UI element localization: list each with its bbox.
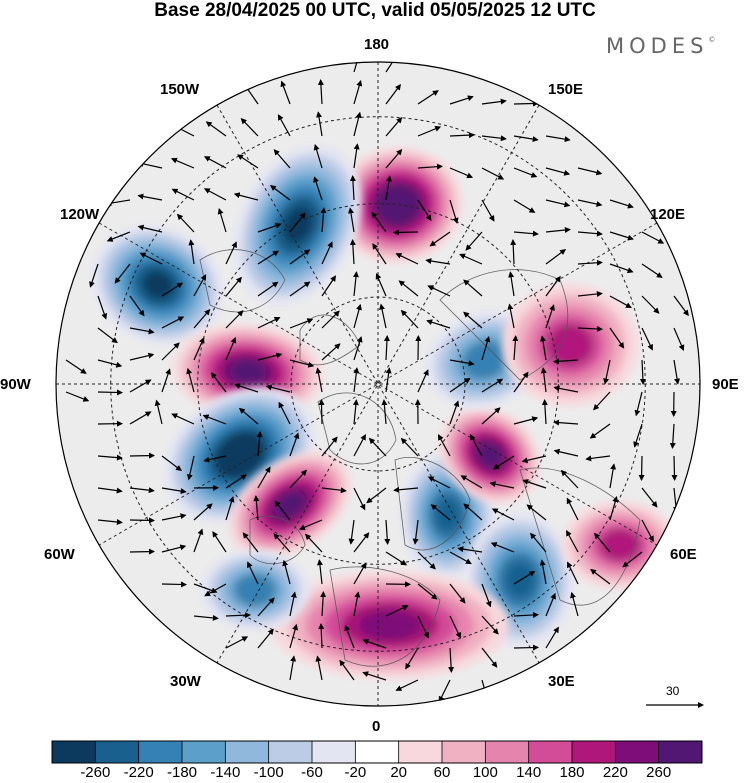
anomaly-center-high: [562, 500, 678, 590]
colorbar-label: 100: [472, 764, 498, 781]
colorbar-swatch: [355, 741, 400, 763]
colorbar-swatch: [528, 741, 573, 763]
colorbar-label: 140: [516, 764, 542, 781]
colorbar-label: -220: [123, 764, 154, 781]
lon-label-60e: 60E: [670, 546, 697, 563]
colorbar-label: 180: [559, 764, 585, 781]
colorbar-swatch: [485, 741, 530, 763]
lon-label-90w: 90W: [0, 376, 31, 393]
reference-vector-label: 30: [666, 684, 680, 698]
map-title: Base 28/04/2025 00 UTC, valid 05/05/2025…: [154, 0, 596, 21]
map-disk: [56, 62, 700, 706]
lon-label-90e: 90E: [712, 376, 739, 393]
lon-label-120e: 120E: [650, 206, 686, 223]
colorbar-label: -140: [210, 764, 241, 781]
colorbar-label: 260: [646, 764, 672, 781]
colorbar-frame: [51, 740, 703, 764]
brand-logo: MODES©: [606, 34, 716, 58]
colorbar-swatch: [615, 741, 660, 763]
lon-label-150w: 150W: [160, 81, 200, 98]
lon-label-30e: 30E: [548, 673, 575, 690]
colorbar-label: -260: [80, 764, 111, 781]
colorbar-swatch: [225, 741, 270, 763]
colorbar-swatch: [658, 741, 703, 763]
lon-label-180: 180: [364, 36, 390, 53]
lon-label-120w: 120W: [60, 206, 100, 223]
anomaly-center-high: [333, 146, 463, 264]
colorbar-swatch: [398, 741, 443, 763]
colorbar-swatch: [95, 741, 140, 763]
anomaly-center-high: [502, 283, 638, 407]
colorbar-label: 60: [433, 764, 451, 781]
colorbar-swatch: [312, 741, 356, 763]
colorbar-swatch: [442, 741, 486, 763]
lon-label-0: 0: [372, 718, 381, 735]
colorbar-label: 20: [390, 764, 407, 781]
colorbar-swatch: [572, 741, 616, 763]
colorbar-swatch: [138, 741, 183, 763]
colorbar-label: -100: [253, 764, 284, 781]
colorbar-labels: -260 -220 -180 -140 -100 -60 -20 20 60 100 140 180 2…: [0, 764, 750, 782]
anomaly-center-high: [228, 451, 352, 559]
colorbar: [51, 740, 703, 764]
colorbar-swatch: [52, 741, 96, 763]
map-boundary: [55, 61, 701, 707]
colorbar-swatch: [182, 741, 226, 763]
lon-label-150e: 150E: [548, 81, 584, 98]
colorbar-label: -20: [344, 764, 367, 781]
lon-label-60w: 60W: [44, 546, 75, 563]
anomaly-center-low: [234, 144, 362, 306]
lon-label-30w: 30W: [170, 673, 201, 690]
colorbar-label: 220: [602, 764, 628, 781]
colorbar-label: -180: [166, 764, 198, 781]
colorbar-swatch: [268, 741, 313, 763]
wind-vectors: [65, 62, 689, 705]
anomaly-center-low: [92, 224, 224, 346]
colorbar-label: -60: [301, 764, 323, 781]
